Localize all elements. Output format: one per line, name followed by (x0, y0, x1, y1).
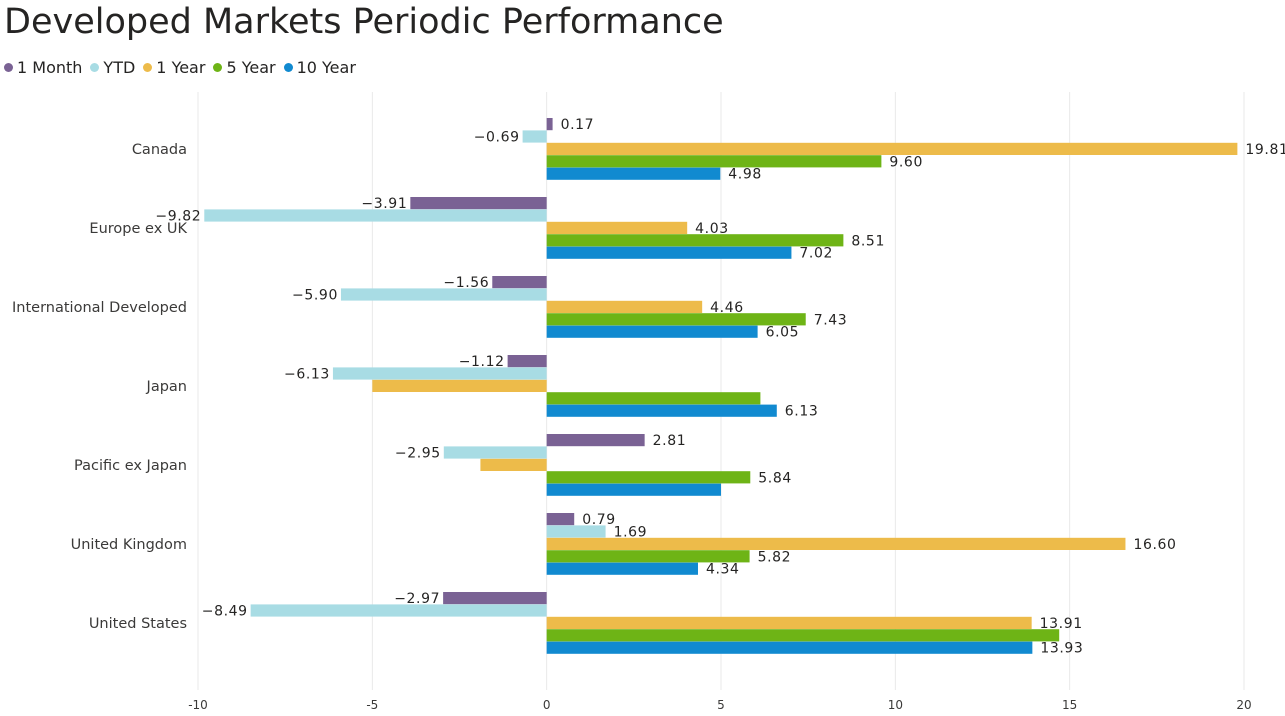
bar (443, 592, 547, 605)
data-label: 4.03 (695, 221, 729, 237)
bar (546, 404, 777, 417)
bar (546, 221, 688, 234)
x-tick-label: 15 (1062, 698, 1077, 712)
legend-item[interactable]: 1 Month (4, 58, 82, 77)
bar (546, 313, 806, 326)
data-label: 7.43 (814, 312, 848, 328)
x-tick-label: 20 (1236, 698, 1251, 712)
legend: 1 Month YTD 1 Year 5 Year 10 Year (4, 56, 364, 78)
legend-marker-icon (213, 62, 223, 72)
data-label: 13.91 (1040, 616, 1083, 632)
bar (546, 483, 721, 496)
legend-item[interactable]: 1 Year (143, 58, 205, 77)
data-label: 5.84 (758, 470, 792, 486)
legend-marker-icon (283, 62, 293, 72)
data-label: −3.91 (361, 196, 407, 212)
x-tick-label: 10 (888, 698, 903, 712)
data-label: 7.02 (799, 246, 833, 262)
data-label: 4.46 (710, 300, 744, 316)
data-label: −1.56 (443, 275, 489, 291)
x-tick-label: -10 (188, 698, 208, 712)
legend-item[interactable]: 5 Year (213, 57, 276, 77)
bar (546, 325, 758, 338)
category-label: Europe ex UK (89, 221, 187, 237)
bar (546, 616, 1032, 629)
category-label: United Kingdom (71, 537, 187, 553)
legend-label: YTD (103, 57, 136, 77)
bar (546, 234, 844, 247)
bar (546, 118, 553, 131)
data-label: −0.69 (474, 130, 520, 146)
data-label: 0.79 (582, 512, 616, 528)
legend-label: 5 Year (226, 57, 276, 77)
bar (522, 130, 547, 143)
bar (372, 379, 547, 392)
chart-title: Developed Markets Periodic Performance (4, 2, 724, 42)
legend-item[interactable]: 10 Year (283, 57, 356, 77)
x-tick-label: 5 (717, 698, 725, 712)
data-label: 6.13 (785, 404, 819, 420)
bar (546, 246, 792, 259)
data-label: 13.93 (1040, 641, 1083, 657)
bar (250, 604, 547, 617)
bar (546, 155, 882, 168)
bar (410, 197, 547, 210)
bar (546, 434, 645, 447)
bar (546, 641, 1033, 654)
category-label: Japan (146, 379, 187, 395)
legend-label: 10 Year (296, 57, 356, 77)
legend-item[interactable]: YTD (90, 58, 135, 77)
bar (546, 392, 761, 405)
data-label: −5.90 (292, 288, 338, 304)
bar (332, 367, 547, 380)
category-label: International Developed (12, 300, 187, 316)
data-label: 4.34 (706, 562, 740, 578)
bar (546, 537, 1126, 550)
data-label: −2.97 (394, 591, 440, 607)
data-label: 8.51 (851, 233, 885, 249)
data-label: −9.82 (155, 209, 201, 225)
data-label: −1.12 (459, 354, 505, 370)
bar (480, 458, 547, 471)
bar (204, 209, 547, 222)
bar (546, 300, 703, 313)
legend-label: 1 Year (156, 57, 206, 77)
data-label: 1.69 (614, 525, 648, 541)
x-tick-label: 0 (543, 698, 551, 712)
data-label: −6.13 (284, 367, 330, 383)
legend-marker-icon (4, 62, 13, 72)
data-label: 5.82 (758, 549, 792, 565)
data-label: 16.60 (1133, 537, 1176, 553)
data-label: −2.95 (395, 446, 441, 462)
legend-marker-icon (90, 62, 100, 72)
data-label: 4.98 (728, 167, 762, 183)
legend-marker-icon (143, 62, 153, 72)
data-label: 0.17 (561, 117, 595, 133)
data-label: 2.81 (653, 433, 687, 449)
bar (492, 276, 547, 289)
legend-label: 1 Month (17, 57, 83, 77)
data-label: 19.81 (1245, 142, 1285, 158)
bar (546, 562, 698, 575)
bar (546, 550, 750, 563)
bar (443, 446, 547, 459)
data-label: −8.49 (202, 604, 248, 620)
category-label: Canada (132, 142, 187, 158)
bar (546, 513, 575, 526)
x-tick-label: -5 (366, 698, 378, 712)
category-label: United States (89, 616, 187, 632)
bar (340, 288, 547, 301)
data-label: 9.60 (889, 154, 923, 170)
bar (546, 167, 721, 180)
bar (546, 525, 606, 538)
bar (507, 355, 547, 368)
bar (546, 471, 751, 484)
data-label: 6.05 (766, 325, 800, 341)
category-label: Pacific ex Japan (74, 458, 187, 474)
bar (546, 142, 1238, 155)
bar (546, 629, 1060, 642)
